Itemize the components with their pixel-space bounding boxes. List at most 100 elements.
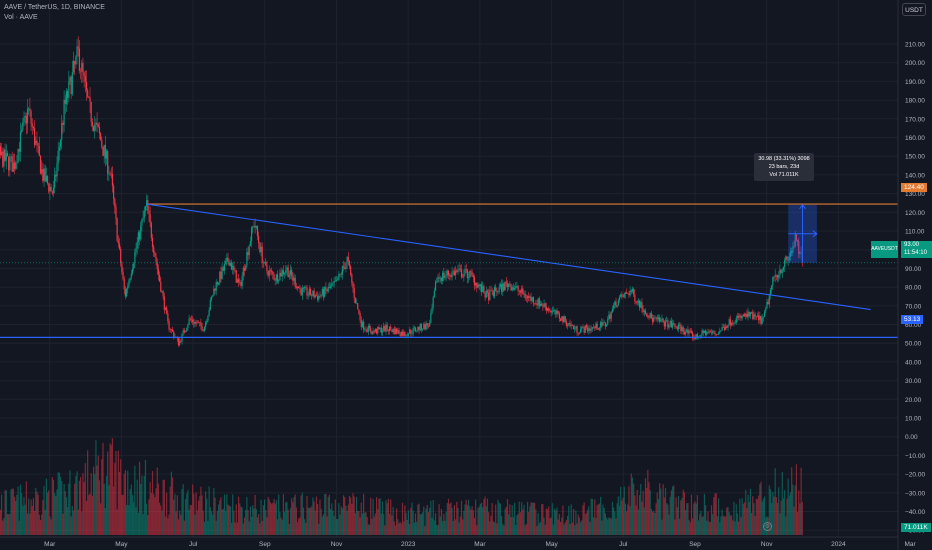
volume-bar bbox=[25, 481, 27, 535]
volume-bar bbox=[450, 502, 452, 535]
volume-bar bbox=[401, 502, 404, 535]
candle-body bbox=[564, 316, 566, 322]
candle-body bbox=[650, 313, 652, 318]
candle-body bbox=[716, 334, 719, 335]
candle-body bbox=[543, 303, 545, 307]
candle-body bbox=[490, 290, 492, 291]
candle-body bbox=[742, 314, 744, 317]
candle-body bbox=[50, 186, 52, 192]
volume-bar bbox=[250, 516, 253, 535]
candle-body bbox=[262, 262, 264, 264]
volume-bar bbox=[768, 485, 770, 535]
candle-body bbox=[695, 333, 697, 340]
volume-bar bbox=[462, 519, 464, 535]
volume-bar bbox=[247, 510, 249, 535]
candle-body bbox=[128, 280, 130, 287]
candle-body bbox=[660, 320, 662, 322]
candle-body bbox=[110, 173, 112, 175]
volume-bar bbox=[513, 502, 516, 535]
candle-body bbox=[22, 122, 24, 130]
volume-bar bbox=[628, 486, 630, 535]
candle-body bbox=[488, 292, 490, 301]
volume-bar bbox=[786, 498, 788, 535]
volume-bar bbox=[396, 508, 398, 535]
time-tick-label: Sep bbox=[259, 541, 271, 548]
volume-bar bbox=[485, 506, 487, 535]
candle-body bbox=[375, 329, 378, 334]
volume-bar bbox=[719, 522, 721, 535]
candle-body bbox=[209, 299, 211, 311]
price-tick-label: 40.00 bbox=[905, 359, 922, 366]
volume-bar bbox=[175, 511, 177, 535]
volume-bar bbox=[683, 492, 685, 535]
currency-button[interactable]: USDT bbox=[902, 3, 926, 16]
candle-body bbox=[532, 297, 535, 304]
candle-body bbox=[680, 325, 682, 332]
volume-bar bbox=[420, 513, 423, 535]
volume-bar bbox=[512, 517, 514, 535]
volume-bar bbox=[500, 515, 503, 535]
candle-body bbox=[42, 169, 44, 181]
volume-bar bbox=[722, 515, 724, 535]
volume-bar bbox=[188, 509, 190, 535]
candle-body bbox=[89, 97, 91, 102]
candle-body bbox=[674, 324, 676, 327]
volume-bar bbox=[104, 508, 106, 535]
volume-bar bbox=[83, 482, 85, 535]
volume-bar bbox=[82, 473, 84, 535]
volume-bar bbox=[308, 507, 310, 535]
volume-bar bbox=[181, 488, 183, 535]
volume-bar bbox=[438, 504, 440, 535]
candle-body bbox=[189, 318, 191, 319]
volume-bar bbox=[801, 502, 803, 535]
candle-body bbox=[117, 240, 119, 244]
candle-body bbox=[626, 292, 628, 294]
price-tick-label: 140.00 bbox=[905, 172, 925, 179]
candle-body bbox=[49, 186, 51, 192]
volume-bar bbox=[549, 518, 551, 535]
volume-bar bbox=[353, 496, 355, 535]
volume-bar bbox=[686, 503, 688, 535]
symbol-legend[interactable]: AAVE / TetherUS, 1D, BINANCE bbox=[4, 4, 105, 11]
candle-body bbox=[157, 269, 160, 275]
settings-gear-icon[interactable]: ⚙ bbox=[763, 522, 772, 531]
candle-body bbox=[279, 272, 281, 281]
time-tick-label: Mar bbox=[904, 541, 916, 548]
candle-body bbox=[583, 327, 585, 333]
candle-body bbox=[544, 303, 546, 307]
candle-body bbox=[221, 267, 223, 279]
candle-body bbox=[588, 328, 590, 332]
price-tick-label: 200.00 bbox=[905, 60, 925, 67]
volume-bar bbox=[64, 491, 66, 535]
volume-bar bbox=[305, 522, 307, 535]
time-axis[interactable]: Mar May Jul Sep Nov 2023 Mar May Jul Sep Nov 2024 Ma… bbox=[44, 541, 916, 548]
candle-body bbox=[745, 313, 747, 317]
candle-body bbox=[754, 314, 756, 317]
candle-body bbox=[794, 234, 796, 247]
volume-bar bbox=[526, 501, 529, 535]
volume-bar bbox=[105, 476, 108, 535]
volume-bar bbox=[626, 511, 628, 535]
volume-bar bbox=[681, 497, 683, 535]
volume-bar bbox=[87, 450, 89, 535]
candle-body bbox=[472, 275, 474, 278]
volume-legend[interactable]: Vol · AAVE bbox=[4, 14, 38, 21]
candle-body bbox=[299, 288, 301, 290]
candle-body bbox=[254, 225, 256, 228]
volume-bar bbox=[657, 499, 660, 535]
candle-body bbox=[102, 147, 104, 156]
volume-bar bbox=[558, 514, 560, 535]
volume-bar bbox=[128, 505, 130, 535]
candle-body bbox=[29, 108, 31, 112]
volume-bar bbox=[798, 490, 800, 535]
candle-body bbox=[83, 72, 85, 76]
volume-bar bbox=[266, 517, 268, 535]
candle-body bbox=[266, 265, 268, 271]
candle-body bbox=[18, 148, 20, 152]
candle-body bbox=[285, 270, 287, 273]
volume-bar bbox=[570, 504, 572, 535]
volume-bar bbox=[189, 504, 191, 535]
volume-bar bbox=[361, 513, 364, 535]
volume-bar bbox=[523, 504, 525, 535]
